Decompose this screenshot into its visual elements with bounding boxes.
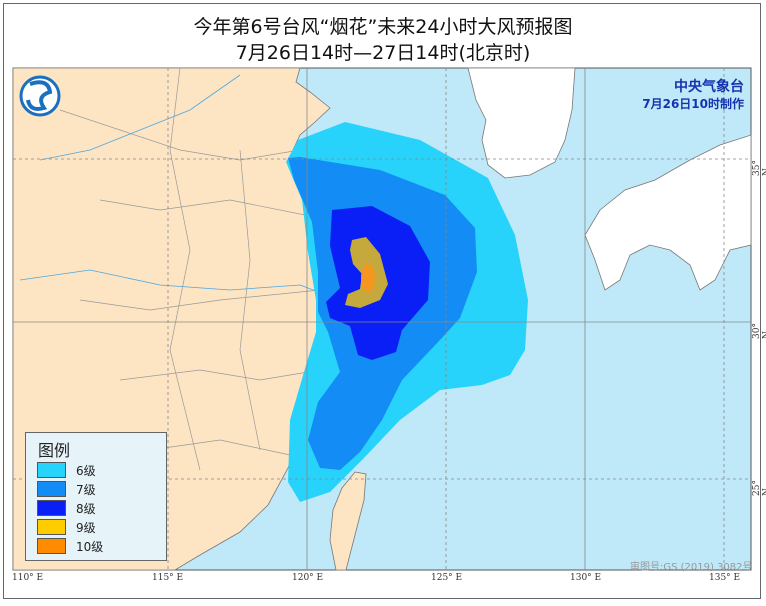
lon-label: 115° E [152,573,184,583]
legend-swatch [37,481,66,497]
korea-peninsula [467,67,576,179]
legend-label: 8级 [76,501,96,516]
legend-swatch [37,538,66,554]
legend-swatch [37,462,66,478]
lon-label: 110° E [12,573,44,583]
province-borders [59,67,321,471]
map-title: 今年第6号台风“烟花”未来24小时大风预报图 [193,16,573,38]
legend-label: 6级 [76,463,96,478]
map-subtitle: 7月26日14时—27日14时(北京时) [235,42,531,64]
legend-title: 图例 [38,441,71,460]
legend-swatch [37,500,66,516]
lon-label: 120° E [292,573,324,583]
legend-item-9: 9级 [37,519,96,535]
lat-label: 35° N [752,160,766,176]
japan [584,134,752,291]
legend-label: 10级 [76,539,104,554]
lat-label: 25° N [752,480,766,496]
legend-label: 7级 [76,482,96,497]
lon-label: 130° E [570,573,602,583]
issue-time: 7月26日10时制作 [642,97,744,111]
legend: 图例 6级 7级 8级 9级 10级 [25,432,167,561]
lon-label: 135° E [709,573,741,583]
lon-label: 125° E [431,573,463,583]
issuer-name: 中央气象台 [674,79,744,95]
legend-label: 9级 [76,520,96,535]
cma-logo [19,75,61,117]
legend-item-8: 8级 [37,500,96,516]
legend-item-7: 7级 [37,481,96,497]
lat-label: 30° N [752,323,766,339]
map-approval-number: 审图号:GS (2019) 3082号 [630,562,753,573]
taiwan [329,471,367,571]
outer-frame [3,3,761,599]
legend-item-10: 10级 [37,538,103,554]
graticule-solid [13,68,751,570]
legend-item-6: 6级 [37,462,96,478]
legend-swatch [37,519,66,535]
wind-zone-level-10 [361,264,375,292]
